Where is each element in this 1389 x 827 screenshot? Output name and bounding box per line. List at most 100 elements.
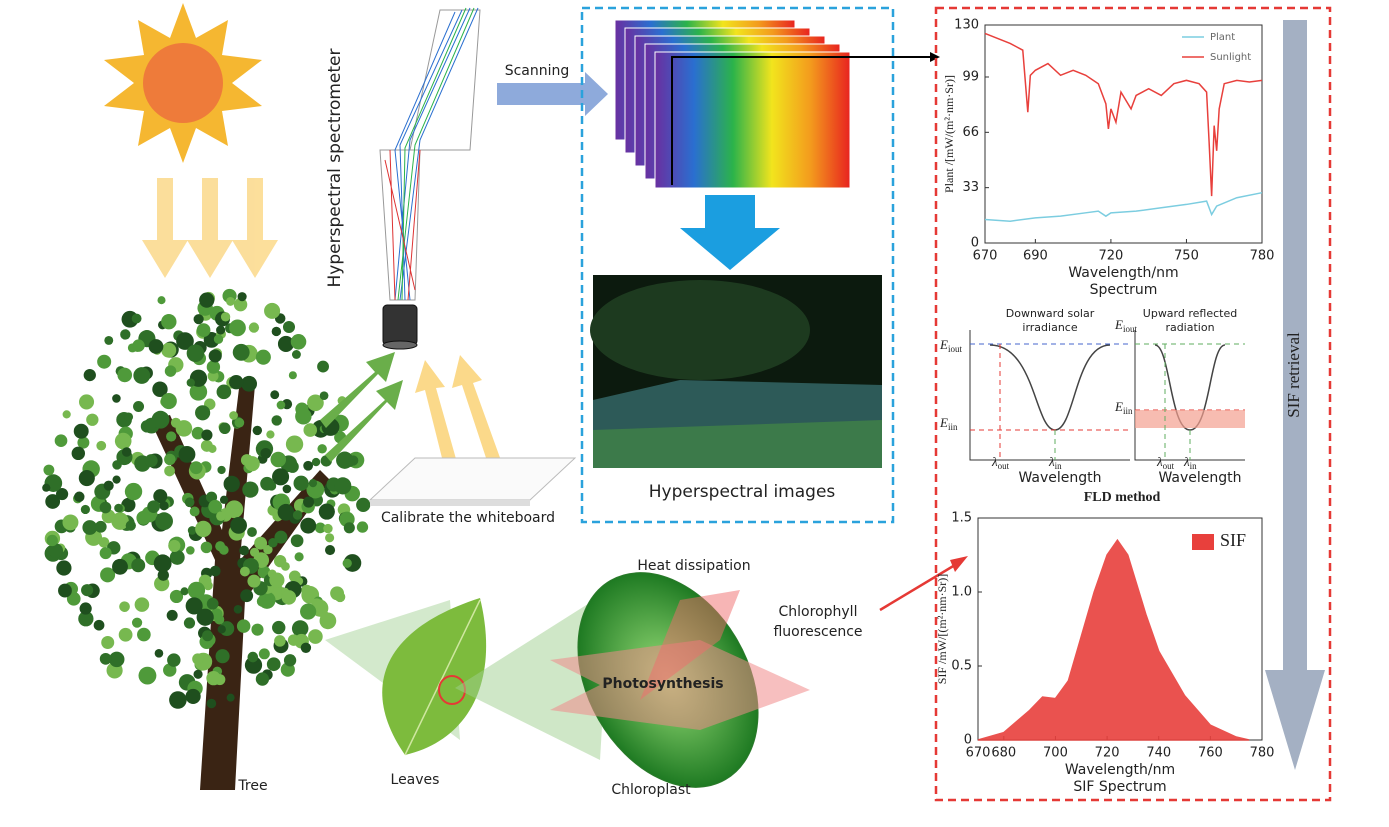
foliage xyxy=(217,625,226,634)
chloroplast xyxy=(550,556,968,788)
foliage xyxy=(97,354,112,369)
leaf-part xyxy=(382,598,487,755)
dip-curve xyxy=(989,344,1111,431)
foliage xyxy=(274,530,288,544)
subscript: iin xyxy=(948,422,958,432)
x-tick-label: 780 xyxy=(1250,249,1275,264)
foliage xyxy=(268,538,278,548)
foliage xyxy=(207,370,219,382)
panel-title: Downward solar xyxy=(1006,307,1095,320)
fld-symbol: Eiin xyxy=(1114,399,1133,416)
foliage xyxy=(291,350,301,359)
subscript: out xyxy=(998,461,1010,471)
x-tick-label: 720 xyxy=(1098,249,1123,264)
foliage xyxy=(199,292,215,308)
foliage xyxy=(112,394,121,403)
x-label: Wavelength xyxy=(1158,470,1241,486)
legend-label: Plant xyxy=(1210,32,1235,43)
foliage xyxy=(62,410,71,419)
foliage xyxy=(187,581,206,600)
axis xyxy=(1134,330,1245,461)
foliage xyxy=(189,383,208,401)
foliage xyxy=(272,620,286,635)
reflection-arrows-part xyxy=(452,355,503,470)
foliage xyxy=(303,460,314,471)
foliage xyxy=(42,483,51,492)
subscript: in xyxy=(1190,461,1198,471)
foliage xyxy=(196,608,214,626)
spectrometer-part xyxy=(379,9,481,301)
tree xyxy=(42,288,371,790)
foliage xyxy=(290,334,307,350)
foliage xyxy=(119,601,130,612)
foliage xyxy=(209,565,221,577)
foliage xyxy=(272,468,290,486)
y-tick-label: 99 xyxy=(962,69,979,84)
images-label: Hyperspectral images xyxy=(649,482,836,502)
foliage xyxy=(125,520,136,531)
foliage xyxy=(43,464,55,476)
fluorescence-label: Chlorophyll xyxy=(779,604,858,620)
foliage xyxy=(189,461,203,475)
fld-symbol: Eiout xyxy=(1114,317,1137,334)
foliage xyxy=(176,332,194,350)
symbol: E xyxy=(939,415,948,430)
tree-label: Tree xyxy=(237,778,267,794)
symbol: E xyxy=(939,337,948,352)
foliage xyxy=(48,543,64,558)
foliage xyxy=(81,584,94,597)
foliage xyxy=(232,343,250,361)
foliage xyxy=(236,619,251,633)
foliage xyxy=(201,429,213,441)
foliage xyxy=(78,470,95,487)
retrieval-box xyxy=(934,6,1332,802)
spectrometer-part xyxy=(394,7,479,301)
foliage xyxy=(260,476,274,491)
foliage xyxy=(213,334,224,344)
foliage xyxy=(255,672,270,686)
chart-title: SIF Spectrum xyxy=(1073,779,1166,795)
foliage xyxy=(334,591,346,603)
foliage xyxy=(186,378,195,387)
sunlight-arrows-part xyxy=(142,178,188,278)
symbol: λ xyxy=(1048,454,1055,469)
leaves-label: Leaves xyxy=(391,772,440,788)
foliage xyxy=(160,393,177,410)
foliage xyxy=(252,425,263,436)
foliage xyxy=(131,558,146,573)
foliage xyxy=(56,487,69,501)
chloroplast-part xyxy=(550,640,810,730)
foliage xyxy=(342,558,352,568)
foliage xyxy=(196,323,211,338)
foliage xyxy=(214,614,225,625)
foliage xyxy=(247,651,259,663)
foliage xyxy=(185,597,203,615)
reflection-arrows-part xyxy=(368,457,577,501)
foliage xyxy=(161,314,177,330)
x-tick-label: 700 xyxy=(1043,746,1068,761)
fld-symbol: λout xyxy=(1156,454,1175,471)
foliage xyxy=(191,426,205,440)
foliage xyxy=(192,653,204,665)
foliage xyxy=(226,297,235,306)
foliage xyxy=(56,560,72,576)
reflection-arrows-part xyxy=(320,352,395,428)
foliage xyxy=(96,440,107,451)
foliage xyxy=(185,688,201,704)
foliage xyxy=(195,405,211,421)
chloroplast-label: Chloroplast xyxy=(611,782,691,798)
hyperspectral-image-part xyxy=(590,280,810,380)
foliage xyxy=(233,297,248,312)
foliage xyxy=(193,314,204,325)
sunlight-arrows-part xyxy=(187,178,233,278)
foliage xyxy=(229,319,246,337)
chloroplast-part xyxy=(879,560,961,612)
axis xyxy=(969,330,1130,461)
foliage xyxy=(266,657,281,672)
foliage xyxy=(216,384,232,400)
foliage xyxy=(148,339,164,354)
foliage xyxy=(71,446,86,461)
foliage xyxy=(292,510,303,520)
x-label: Wavelength xyxy=(1018,470,1101,486)
foliage xyxy=(300,517,317,534)
